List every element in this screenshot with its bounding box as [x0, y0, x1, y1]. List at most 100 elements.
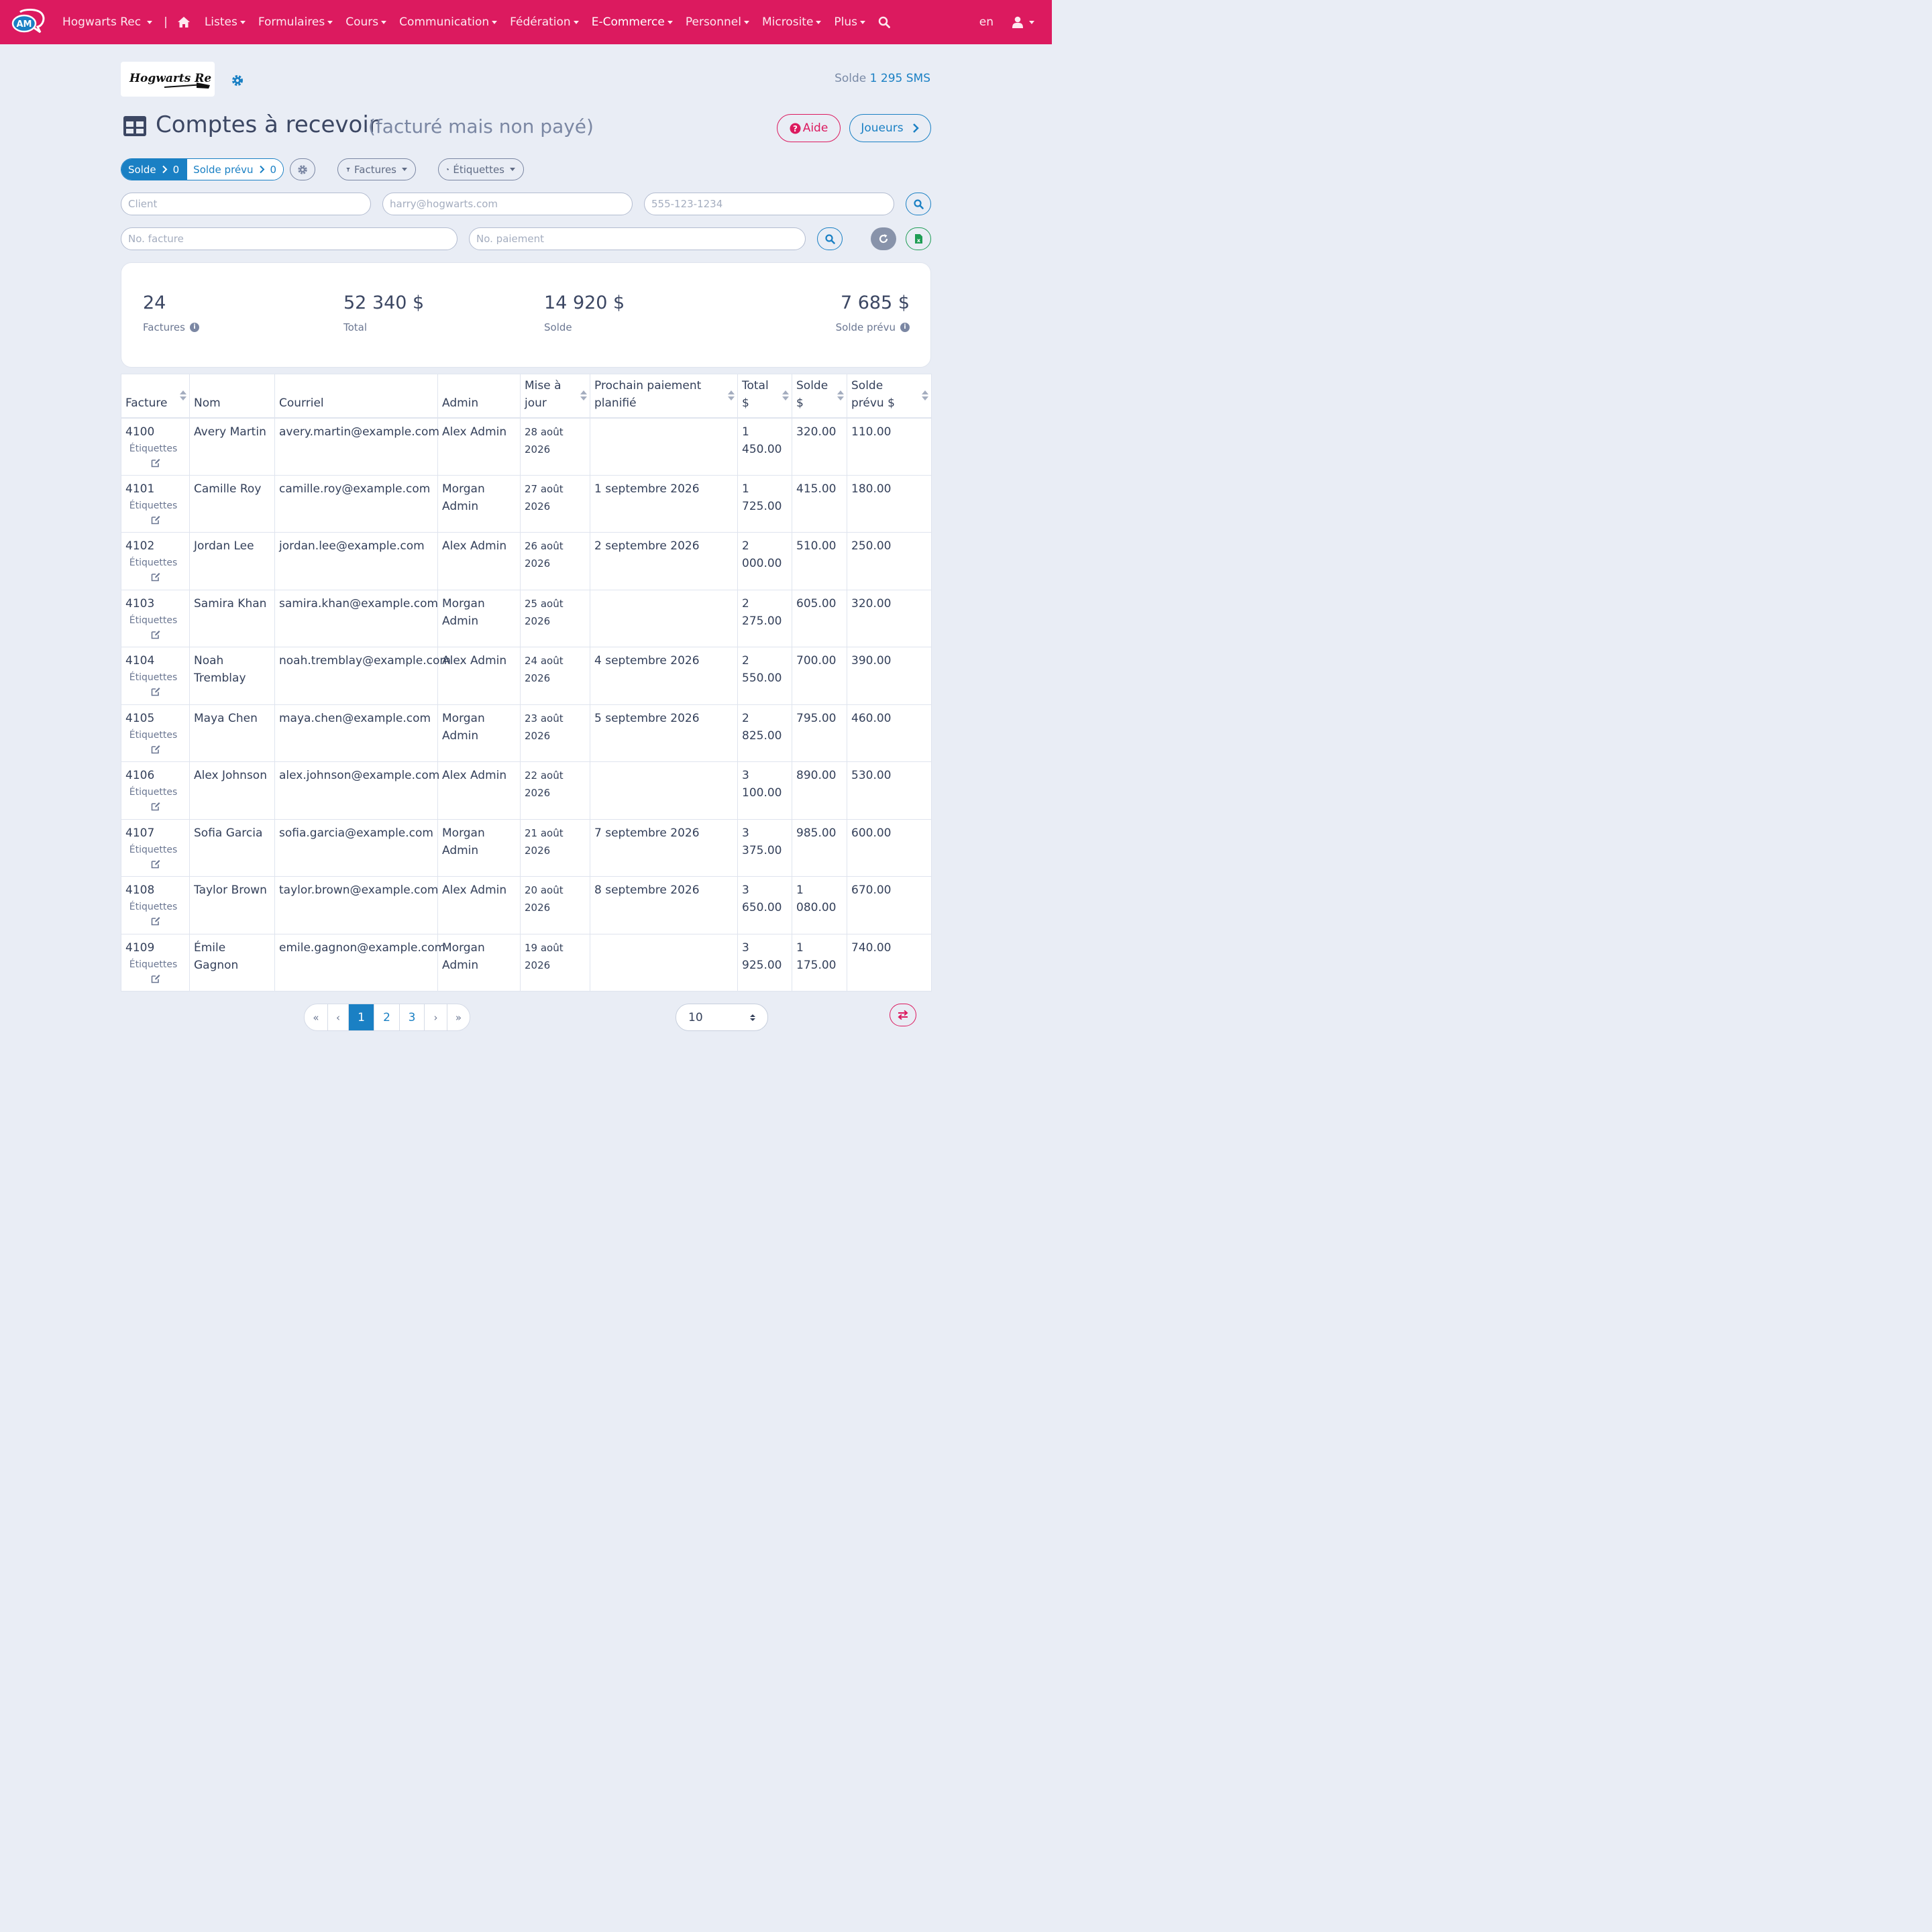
table-row: 4107 Étiquettes Sofia Garcia sofia.garcia@e…	[121, 818, 932, 877]
info-icon[interactable]: i	[900, 323, 910, 332]
cell-total: 2 825.00	[737, 704, 792, 762]
edit-icon[interactable]	[151, 687, 160, 696]
invoice-number-link[interactable]: 4106	[125, 769, 155, 782]
page-1-button[interactable]: 1	[349, 1004, 374, 1030]
cell-total: 3 925.00	[737, 933, 792, 991]
search-client-button[interactable]	[906, 193, 931, 215]
invoice-number-input[interactable]	[121, 227, 458, 250]
players-button[interactable]: Joueurs	[849, 114, 931, 142]
info-icon[interactable]: i	[189, 323, 199, 332]
invoice-number-link[interactable]: 4105	[125, 711, 155, 725]
cell-next-payment	[590, 417, 738, 476]
org-brand-logo: Hogwarts Rec	[121, 62, 215, 97]
toggle-columns-button[interactable]	[890, 1004, 916, 1026]
edit-icon[interactable]	[151, 630, 160, 639]
nav-personnel[interactable]: Personnel	[686, 15, 749, 29]
nav-cours[interactable]: Cours	[345, 15, 387, 29]
filter-settings-button[interactable]	[290, 158, 315, 180]
invoices-dropdown[interactable]: Factures	[337, 158, 416, 180]
tags-label: Étiquettes	[129, 557, 178, 568]
nav-microsite[interactable]: Microsite	[761, 15, 822, 29]
gear-icon[interactable]	[231, 74, 244, 87]
export-excel-button[interactable]: x	[906, 227, 931, 250]
rows-per-page-select[interactable]: 10	[676, 1004, 768, 1031]
cell-name: Camille Roy	[189, 474, 275, 533]
cell-email: jordan.lee@example.com	[274, 532, 438, 590]
balance-filter-count: 0	[172, 163, 180, 176]
home-icon[interactable]	[177, 16, 191, 28]
cell-admin: Morgan Admin	[437, 474, 521, 533]
cell-total: 3 375.00	[737, 818, 792, 877]
chevron-down-icon	[743, 20, 749, 24]
forecast-filter-count: 0	[270, 163, 277, 176]
search-invoice-button[interactable]	[817, 227, 843, 250]
table-row: 4105 Étiquettes Maya Chen maya.chen@example…	[121, 704, 932, 762]
column-header-updated[interactable]: Mise à jour	[520, 374, 590, 419]
balance-filter-button[interactable]: Solde 0	[121, 159, 188, 180]
email-search-input[interactable]	[382, 193, 633, 215]
page-2-button[interactable]: 2	[374, 1004, 400, 1030]
invoice-number-link[interactable]: 4107	[125, 826, 155, 840]
cell-total: 2 550.00	[737, 647, 792, 705]
tags-dropdown[interactable]: Étiquettes	[438, 158, 524, 180]
chevron-down-icon	[510, 168, 515, 171]
edit-icon[interactable]	[151, 572, 160, 582]
edit-icon[interactable]	[151, 745, 160, 754]
top-navbar: AM Hogwarts Rec | Listes Formulaires Cou…	[0, 0, 1052, 44]
language-switch[interactable]: en	[979, 15, 994, 29]
column-header-next-payment[interactable]: Prochain paiement planifié	[590, 374, 738, 419]
payment-number-input[interactable]	[469, 227, 806, 250]
nav-formulaires[interactable]: Formulaires	[258, 15, 333, 29]
sms-balance: Solde 1 295 SMS	[835, 72, 930, 85]
invoice-number-link[interactable]: 4103	[125, 596, 155, 610]
help-button-label: Aide	[802, 121, 828, 135]
nav-ecommerce[interactable]: E-Commerce	[592, 15, 673, 29]
page-3-button[interactable]: 3	[400, 1004, 425, 1030]
edit-icon[interactable]	[151, 916, 160, 926]
invoice-number-link[interactable]: 4101	[125, 482, 155, 496]
invoice-number-link[interactable]: 4108	[125, 883, 155, 897]
invoice-number-link[interactable]: 4104	[125, 654, 155, 667]
org-menu[interactable]: Hogwarts Rec	[62, 15, 153, 29]
app-logo[interactable]: AM	[11, 8, 46, 36]
edit-icon[interactable]	[151, 974, 160, 983]
chevron-down-icon	[147, 20, 153, 24]
next-page-button[interactable]: ›	[425, 1004, 447, 1030]
nav-separator: |	[164, 15, 168, 29]
invoice-number-link[interactable]: 4100	[125, 425, 155, 439]
column-header-total[interactable]: Total $	[737, 374, 792, 419]
column-header-invoice-label: Facture	[125, 396, 168, 410]
phone-search-input[interactable]	[644, 193, 894, 215]
edit-icon[interactable]	[151, 802, 160, 811]
help-button[interactable]: ? Aide	[777, 114, 841, 142]
invoice-number-link[interactable]: 4102	[125, 539, 155, 553]
client-search-input[interactable]	[121, 193, 371, 215]
cell-total: 3 100.00	[737, 761, 792, 820]
column-header-forecast[interactable]: Solde prévu $	[847, 374, 932, 419]
nav-listes[interactable]: Listes	[205, 15, 246, 29]
nav-communication[interactable]: Communication	[399, 15, 498, 29]
invoice-number-link[interactable]: 4109	[125, 941, 155, 955]
nav-microsite-label: Microsite	[761, 15, 814, 29]
nav-federation[interactable]: Fédération	[510, 15, 579, 29]
first-page-button[interactable]: «	[305, 1004, 328, 1030]
cell-next-payment: 1 septembre 2026	[590, 474, 738, 533]
reset-button[interactable]	[871, 227, 896, 250]
last-page-button[interactable]: »	[455, 1011, 462, 1024]
edit-icon[interactable]	[151, 458, 160, 468]
cell-next-payment: 7 septembre 2026	[590, 818, 738, 877]
edit-icon[interactable]	[151, 859, 160, 869]
rows-per-page-value: 10	[688, 1010, 703, 1024]
nav-plus[interactable]: Plus	[834, 15, 866, 29]
previous-page-button[interactable]: ‹	[328, 1004, 349, 1030]
column-header-admin: Admin	[437, 374, 521, 419]
column-header-invoice[interactable]: Facture	[121, 374, 190, 419]
search-icon[interactable]	[878, 16, 890, 28]
forecast-filter-button[interactable]: Solde prévu 0	[187, 159, 284, 180]
column-header-balance[interactable]: Solde $	[792, 374, 847, 419]
stat-balance-value: 14 920 $	[544, 292, 625, 313]
user-menu[interactable]	[1012, 16, 1034, 28]
stat-total: 52 340 $ Total	[343, 292, 424, 333]
edit-icon[interactable]	[151, 515, 160, 525]
cell-invoice: 4108 Étiquettes	[121, 876, 190, 934]
